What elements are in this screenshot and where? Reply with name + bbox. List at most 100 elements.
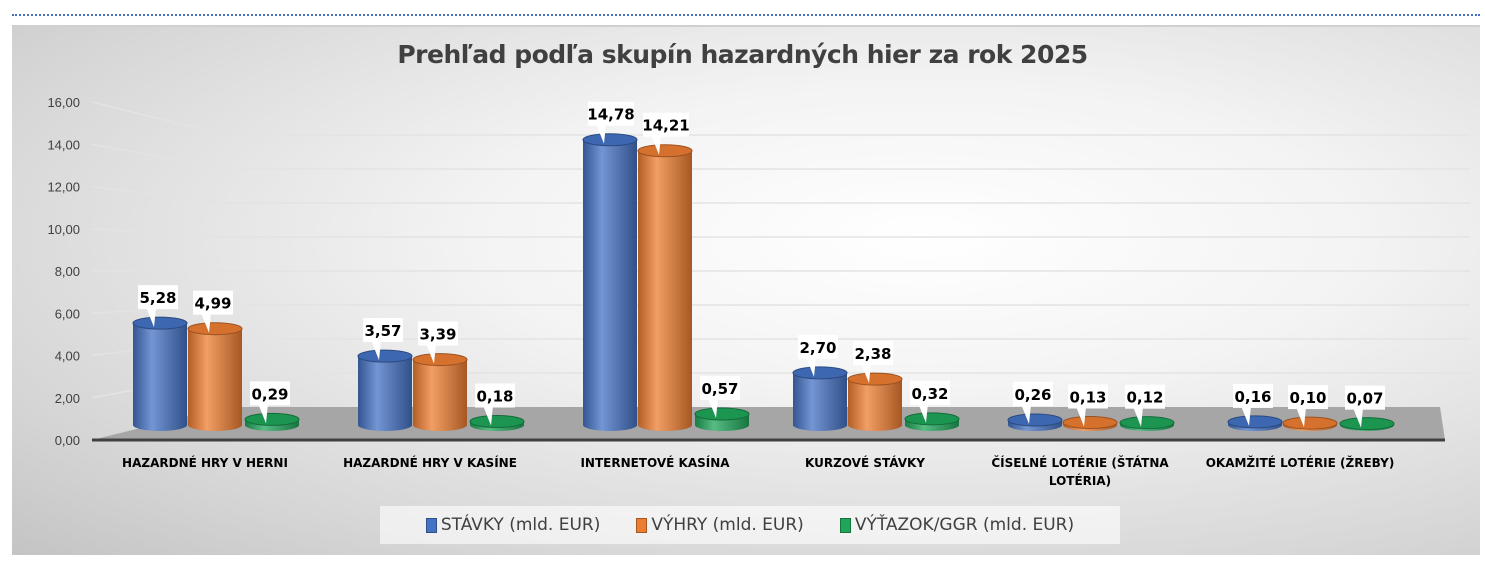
data-label-pointer — [1241, 405, 1251, 426]
bar — [187, 322, 243, 431]
bar — [904, 412, 960, 431]
data-label-box — [1288, 385, 1328, 410]
bar-bottom — [848, 419, 902, 431]
category-label: LOTÉRIA) — [1049, 473, 1111, 488]
dotted-divider — [12, 14, 1480, 16]
y-tick-label: 0,00 — [55, 433, 80, 448]
bar-body — [413, 359, 467, 425]
category-label: HAZARDNÉ HRY V HERNI — [122, 455, 288, 470]
data-label-pointer — [1353, 407, 1363, 428]
data-label: 3,57 — [364, 322, 401, 340]
data-label: 4,99 — [194, 295, 231, 313]
chart-title: Prehľad podľa skupín hazardných hier za … — [397, 40, 1088, 69]
data-label: 0,18 — [476, 388, 513, 406]
legend-item: STÁVKY (mld. EUR) — [425, 515, 601, 535]
y-tick-label: 8,00 — [55, 264, 80, 279]
gridline — [91, 338, 1470, 357]
data-label: 0,26 — [1014, 386, 1051, 404]
data-label-box — [700, 375, 740, 400]
data-label-pointer — [806, 356, 816, 377]
bar-top — [1007, 413, 1063, 427]
data-label: 0,16 — [1234, 388, 1271, 406]
data-label-box — [193, 290, 233, 315]
data-label-pointer — [861, 363, 871, 384]
gridline — [91, 143, 1470, 170]
bar — [357, 349, 413, 431]
data-label: 0,32 — [911, 385, 948, 403]
bar — [582, 133, 638, 431]
bar — [1119, 416, 1175, 431]
legend-item: VÝHRY (mld. EUR) — [636, 515, 804, 535]
bar-top — [1339, 417, 1395, 431]
data-label-box — [475, 383, 515, 408]
data-label-box — [418, 321, 458, 346]
bar-top — [1282, 416, 1338, 430]
bar-bottom — [695, 419, 749, 431]
bar-body — [583, 139, 637, 425]
category-label: OKAMŽITÉ LOTÉRIE (ŽREBY) — [1206, 455, 1395, 470]
y-tick-label: 4,00 — [55, 349, 80, 364]
bar-top — [1119, 416, 1175, 430]
data-label-box — [363, 318, 403, 343]
data-label-box — [1233, 383, 1273, 408]
data-label-pointer — [1021, 403, 1031, 424]
bar — [792, 366, 848, 431]
data-label-box — [853, 341, 893, 366]
bar-top — [1227, 415, 1283, 429]
data-label-pointer — [146, 307, 156, 328]
data-label-box — [1013, 381, 1053, 406]
legend-swatch — [425, 517, 437, 533]
data-label-pointer — [1133, 406, 1143, 427]
data-label-pointer — [201, 312, 211, 333]
data-label-pointer — [371, 340, 381, 361]
data-label: 0,10 — [1289, 389, 1326, 407]
legend-swatch — [839, 517, 851, 533]
bar-top — [637, 144, 693, 158]
data-label-box — [1345, 385, 1385, 410]
data-label: 2,70 — [799, 339, 836, 357]
data-label-box — [798, 334, 838, 359]
legend-item: VÝŤAZOK/GGR (mld. EUR) — [839, 515, 1074, 535]
bar-top — [694, 407, 750, 421]
data-label-pointer — [1076, 406, 1086, 427]
bar — [469, 415, 525, 431]
bar — [412, 353, 468, 431]
data-label: 5,28 — [139, 289, 176, 307]
data-label: 0,13 — [1069, 388, 1106, 406]
data-label-box — [588, 101, 634, 126]
data-label-pointer — [258, 403, 268, 424]
bar — [1227, 415, 1283, 431]
data-label-box — [910, 380, 950, 405]
y-tick-label: 16,00 — [47, 95, 80, 110]
y-tick-label: 12,00 — [47, 180, 80, 195]
data-label-box — [1125, 384, 1165, 409]
gridline — [91, 228, 1470, 238]
data-label-pointer — [426, 343, 436, 364]
data-label-pointer — [483, 405, 493, 426]
bar-body — [793, 372, 847, 425]
bar — [1339, 417, 1395, 431]
bar — [1062, 415, 1118, 431]
data-label-pointer — [708, 397, 718, 418]
bar — [847, 372, 903, 431]
legend-label: VÝHRY (mld. EUR) — [651, 515, 804, 535]
bar — [132, 316, 188, 431]
chart-area — [12, 25, 1480, 555]
y-tick-label: 10,00 — [47, 222, 80, 237]
y-tick-label: 6,00 — [55, 306, 80, 321]
bar-body — [188, 328, 242, 425]
category-label: KURZOVÉ STÁVKY — [805, 455, 925, 470]
legend-label: STÁVKY (mld. EUR) — [440, 515, 601, 535]
category-label: INTERNETOVÉ KASÍNA — [580, 455, 730, 470]
data-label-box — [138, 285, 178, 310]
bar-top — [132, 316, 188, 330]
bar-bottom — [583, 419, 637, 431]
bar-body — [358, 356, 412, 425]
category-label: HAZARDNÉ HRY V KASÍNE — [343, 455, 517, 470]
data-label-pointer — [1296, 407, 1306, 428]
data-label: 0,57 — [701, 380, 738, 398]
bar-top — [904, 412, 960, 426]
category-label: ČÍSELNÉ LOTÉRIE (ŠTÁTNA — [991, 455, 1169, 470]
bar-body — [848, 379, 902, 425]
plot-area: 0,00 2,00 4,00 6,00 8,00 10,00 12,00 14,00 16,00… — [47, 95, 1470, 488]
